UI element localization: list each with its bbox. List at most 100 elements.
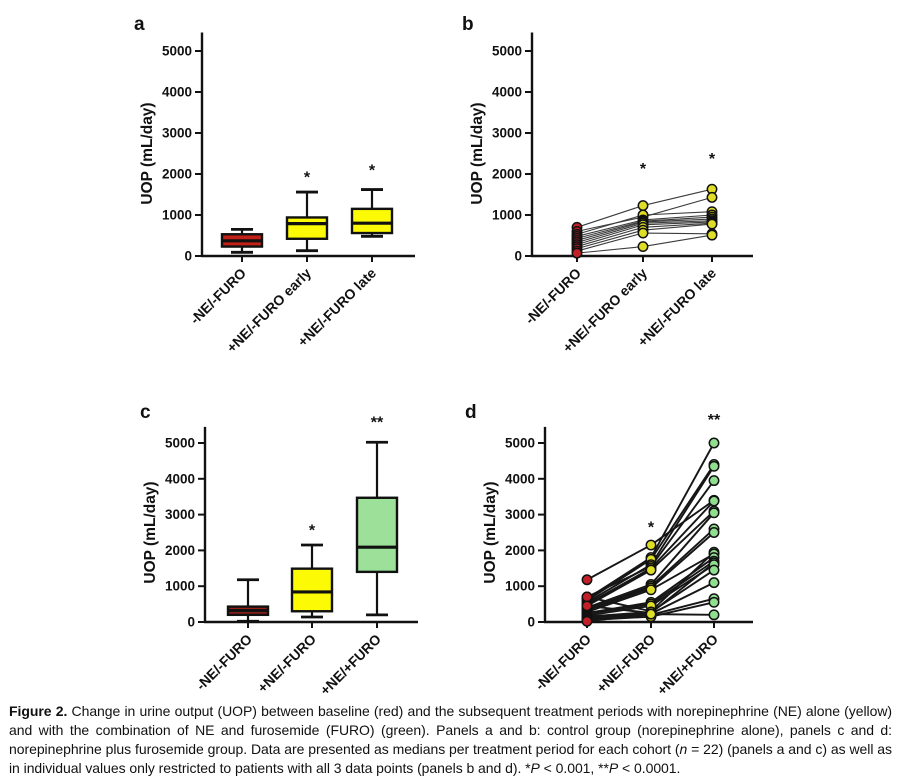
- y-tick-label: 5000: [162, 44, 192, 59]
- data-point: [708, 609, 720, 621]
- data-point: [571, 247, 583, 259]
- data-point: [645, 608, 657, 620]
- caption-segment: < 0.0001.: [618, 760, 681, 777]
- panel-c-boxes: [226, 440, 399, 623]
- x-category-label: -NE/-FURO: [187, 265, 250, 328]
- caption-segment: Figure 2.: [9, 703, 68, 719]
- y-axis-label: UOP (mL/day): [139, 102, 156, 204]
- y-tick-label: 0: [187, 615, 195, 630]
- caption-segment: Change in urine output (UOP) between bas…: [9, 703, 892, 758]
- significance-mark: *: [648, 520, 655, 537]
- data-point: [708, 527, 720, 538]
- y-tick-label: 2000: [162, 167, 192, 182]
- data-point: [708, 437, 720, 449]
- data-point: [645, 539, 657, 551]
- significance-mark: *: [640, 161, 647, 178]
- panel-letter-b: b: [462, 14, 474, 35]
- data-point: [581, 615, 593, 627]
- y-tick-label: 5000: [165, 436, 195, 451]
- y-tick-label: 4000: [162, 85, 192, 100]
- significance-mark: *: [309, 522, 316, 539]
- y-tick-label: 0: [184, 249, 192, 264]
- panel-letter-d: d: [465, 402, 477, 423]
- y-tick-label: 4000: [492, 85, 522, 100]
- y-tick-label: 2000: [165, 543, 195, 558]
- data-point: [708, 475, 720, 487]
- box-plot-item: [290, 543, 334, 619]
- y-tick-label: 4000: [505, 471, 535, 486]
- caption-segment: n: [679, 741, 688, 758]
- data-point: [645, 564, 657, 576]
- panel-a-boxes: [220, 188, 394, 254]
- data-point: [708, 577, 720, 589]
- y-tick-label: 1000: [505, 579, 535, 594]
- data-point: [708, 564, 720, 576]
- y-tick-label: 4000: [165, 471, 195, 486]
- y-tick-label: 0: [527, 615, 535, 630]
- caption-segment: < 0.001, **: [539, 760, 609, 777]
- y-axis-label: UOP (mL/day): [482, 481, 499, 583]
- box-plot-item: [355, 440, 399, 617]
- y-axis-label: UOP (mL/day): [142, 481, 159, 583]
- x-category-label: +NE/+FURO: [654, 631, 722, 699]
- significance-mark: *: [369, 163, 376, 180]
- figure-caption: Figure 2. Change in urine output (UOP) b…: [0, 698, 901, 778]
- box-plot-item: [220, 227, 264, 254]
- x-category-label: -NE/-FURO: [193, 631, 256, 694]
- panel-letter-a: a: [134, 14, 145, 35]
- significance-mark: **: [371, 415, 384, 432]
- box-plot-item: [226, 578, 270, 623]
- panel-letter-c: c: [140, 402, 151, 423]
- data-point: [708, 507, 720, 519]
- y-tick-label: 1000: [492, 208, 522, 223]
- panel-d-data-points: [581, 437, 720, 627]
- y-tick-label: 1000: [165, 579, 195, 594]
- x-category-label: +NE/-FURO: [254, 631, 319, 696]
- y-tick-label: 3000: [165, 507, 195, 522]
- panel-b: b 0 1000 2000 3000 4000 5000 UOP (mL/day) -NE/-F…: [462, 14, 753, 356]
- caption-segment: = 22) (panels a and c) as well as in ind…: [9, 741, 892, 777]
- caption-segment: P: [608, 760, 619, 777]
- panel-b-axes: 0 1000 2000 3000 4000 5000: [492, 32, 753, 264]
- data-point: [706, 218, 718, 230]
- panel-a-axes: 0 1000 2000 3000 4000 5000: [162, 32, 415, 264]
- data-point: [637, 241, 649, 253]
- data-point: [706, 229, 718, 241]
- y-axis-label: UOP (mL/day): [469, 102, 486, 204]
- data-point: [637, 200, 649, 212]
- significance-mark: **: [708, 412, 721, 429]
- data-point: [581, 574, 593, 586]
- panel-c: c 0 1000 2000 3000 4000 5000 UOP (mL/day) -NE/-F…: [140, 402, 418, 698]
- y-tick-label: 3000: [162, 126, 192, 141]
- significance-mark: *: [304, 170, 311, 187]
- data-point: [708, 596, 720, 608]
- figure-panels-canvas: a 0 1000 2000 3000 4000 5000 UOP (mL/day) -NE/-F…: [134, 14, 753, 698]
- significance-mark: *: [709, 151, 716, 168]
- data-point: [637, 227, 649, 239]
- box-plot-item: [285, 190, 329, 253]
- y-tick-label: 5000: [505, 436, 535, 451]
- data-point: [581, 600, 593, 612]
- y-tick-label: 3000: [505, 507, 535, 522]
- data-point: [581, 591, 593, 603]
- y-tick-label: 5000: [492, 44, 522, 59]
- x-category-label: -NE/-FURO: [522, 265, 585, 328]
- x-category-label: +NE/-FURO: [593, 631, 658, 696]
- x-category-label: +NE/+FURO: [317, 631, 385, 699]
- data-point: [706, 191, 718, 203]
- y-tick-label: 0: [514, 249, 522, 264]
- y-tick-label: 3000: [492, 126, 522, 141]
- box-plot-item: [350, 188, 394, 238]
- y-tick-label: 1000: [162, 208, 192, 223]
- y-tick-label: 2000: [505, 543, 535, 558]
- data-point: [645, 584, 657, 596]
- caption-segment: P: [530, 760, 540, 777]
- panel-b-data-points: [571, 183, 718, 259]
- panel-a: a 0 1000 2000 3000 4000 5000 UOP (mL/day) -NE/-F…: [134, 14, 415, 356]
- y-tick-label: 2000: [492, 167, 522, 182]
- data-point: [708, 460, 720, 472]
- x-category-label: -NE/-FURO: [532, 631, 595, 694]
- data-point: [708, 495, 720, 507]
- panel-d: d 0 1000 2000 3000 4000 5000 UOP (mL/day) -NE/-F…: [465, 402, 753, 698]
